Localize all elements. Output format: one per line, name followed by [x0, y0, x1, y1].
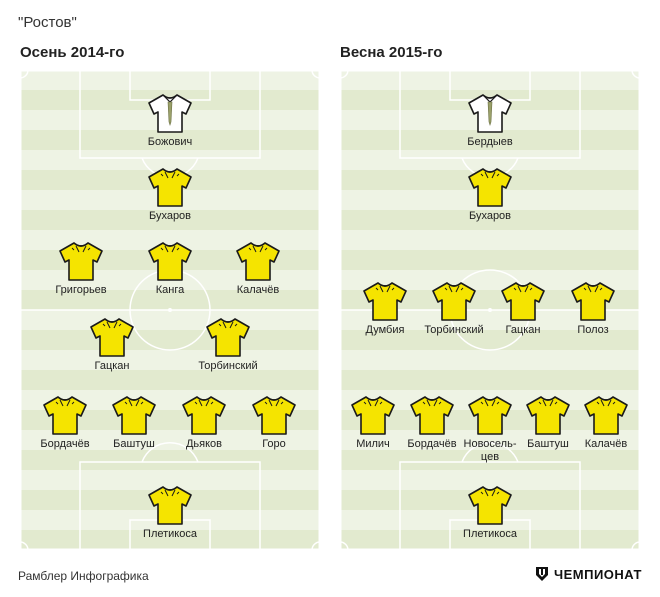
- yellow-shirt-icon: [42, 394, 88, 436]
- player: Баштуш: [86, 394, 182, 451]
- player-name: Калачёв: [236, 284, 280, 296]
- player: Торбинский: [180, 316, 276, 373]
- player-name: Торбинский: [424, 324, 484, 336]
- player-name: Канга: [155, 284, 185, 296]
- player-keeper: Бердыев: [442, 92, 538, 149]
- yellow-shirt-icon: [583, 394, 629, 436]
- period-title-spring: Весна 2015-го: [340, 44, 443, 61]
- player-name: Плетикоса: [143, 528, 197, 540]
- player-keeper: Божович: [122, 92, 218, 149]
- yellow-shirt-icon: [147, 166, 193, 208]
- player: Бухаров: [122, 166, 218, 223]
- championat-logo-icon: [535, 567, 548, 581]
- player: Бордачёв: [384, 394, 480, 451]
- player-name: Дьяков: [185, 438, 223, 450]
- footer-source: Рамблер Инфографика: [18, 569, 149, 583]
- player-name: Гацкан: [505, 324, 541, 336]
- player-name: Бердыев: [467, 136, 513, 148]
- yellow-shirt-icon: [147, 240, 193, 282]
- player: Торбинский: [406, 280, 502, 337]
- player-name: Думбия: [365, 324, 405, 336]
- period-title-autumn: Осень 2014-го: [20, 44, 125, 61]
- white-shirt-icon: [147, 92, 193, 134]
- player: Горо: [226, 394, 320, 451]
- player: Бордачёв: [20, 394, 113, 451]
- yellow-shirt-icon: [251, 394, 297, 436]
- player-name: Калачёв: [584, 438, 628, 450]
- yellow-shirt-icon: [205, 316, 251, 358]
- player-name: Торбинский: [198, 360, 258, 372]
- yellow-shirt-icon: [58, 240, 104, 282]
- yellow-shirt-icon: [147, 484, 193, 526]
- player: Баштуш: [500, 394, 596, 451]
- yellow-shirt-icon: [500, 280, 546, 322]
- pitch-autumn: Божович Бухаров Григорьев Канга Калачёв …: [20, 70, 320, 550]
- yellow-shirt-icon: [431, 280, 477, 322]
- yellow-shirt-icon: [181, 394, 227, 436]
- player-name: Новосель-цев: [463, 438, 517, 463]
- club-title: "Ростов": [18, 14, 77, 31]
- player: Гацкан: [64, 316, 160, 373]
- player-name: Горо: [262, 438, 286, 450]
- player: Дьяков: [156, 394, 252, 451]
- yellow-shirt-icon: [467, 484, 513, 526]
- player: Плетикоса: [122, 484, 218, 541]
- player: Полоз: [545, 280, 640, 337]
- brand: ЧЕМПИОНАТ: [535, 566, 642, 582]
- player-name: Григорьев: [55, 284, 107, 296]
- player-name: Милич: [356, 438, 390, 450]
- player: Калачёв: [558, 394, 640, 451]
- player-name: Божович: [147, 136, 193, 148]
- brand-name: ЧЕМПИОНАТ: [553, 566, 642, 582]
- yellow-shirt-icon: [362, 280, 408, 322]
- player: Гацкан: [475, 280, 571, 337]
- player: Думбия: [340, 280, 433, 337]
- yellow-shirt-icon: [467, 166, 513, 208]
- player-name: Плетикоса: [463, 528, 517, 540]
- player-name: Бордачёв: [407, 438, 457, 450]
- player-name: Бордачёв: [40, 438, 90, 450]
- player: Милич: [340, 394, 421, 451]
- player-name: Баштуш: [113, 438, 155, 450]
- yellow-shirt-icon: [111, 394, 157, 436]
- player-name: Бухаров: [148, 210, 192, 222]
- player: Григорьев: [33, 240, 129, 297]
- player: Плетикоса: [442, 484, 538, 541]
- white-shirt-icon: [467, 92, 513, 134]
- yellow-shirt-icon: [89, 316, 135, 358]
- player: Канга: [122, 240, 218, 297]
- yellow-shirt-icon: [235, 240, 281, 282]
- player: Новосель-цев: [442, 394, 538, 464]
- player: Калачёв: [210, 240, 306, 297]
- pitch-spring: Бердыев Бухаров Думбия Торбинский Гацкан…: [340, 70, 640, 550]
- player: Бухаров: [442, 166, 538, 223]
- player-name: Полоз: [577, 324, 609, 336]
- player-name: Баштуш: [527, 438, 569, 450]
- player-name: Бухаров: [468, 210, 512, 222]
- player-name: Гацкан: [94, 360, 130, 372]
- yellow-shirt-icon: [570, 280, 616, 322]
